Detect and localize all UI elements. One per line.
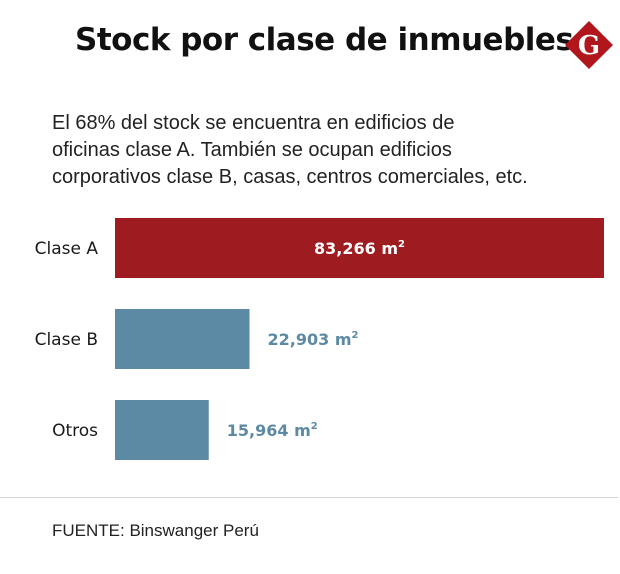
bar-clase-b [115,309,250,369]
data-label-unit: m [335,330,352,349]
data-label-superscript: 2 [351,330,358,341]
data-label-clase-b: 22,903 m2 [268,330,359,349]
data-label-superscript: 2 [398,239,405,250]
subtitle-line-3: corporativos clase B, casas, centros com… [52,166,528,188]
data-label-unit: m [294,421,311,440]
data-label-value: 22,903 [268,330,335,349]
data-label-superscript: 2 [311,421,318,432]
category-label-clase-b: Clase B [35,330,98,350]
category-label-clase-a: Clase A [35,239,99,259]
category-label-otros: Otros [52,421,98,441]
chart-title: Stock por clase de inmuebles [75,22,574,58]
footer-divider [0,497,618,498]
chart-subtitle: El 68% del stock se encuentra en edifici… [52,110,592,191]
bar-otros [115,400,209,460]
logo-icon: G [565,21,613,69]
data-label-clase-a: 83,266 m2 [314,239,405,258]
source-note: FUENTE: Binswanger Perú [52,521,259,540]
logo-letter: G [578,31,600,61]
data-label-value: 15,964 [227,421,294,440]
bar-clase-a [115,218,604,278]
subtitle-line-2: oficinas clase A. También se ocupan edif… [52,139,452,161]
subtitle-line-1: El 68% del stock se encuentra en edifici… [52,112,455,134]
data-label-value: 83,266 [314,239,381,258]
data-label-unit: m [381,239,398,258]
brand-logo: G [564,20,614,70]
data-label-otros: 15,964 m2 [227,421,318,440]
